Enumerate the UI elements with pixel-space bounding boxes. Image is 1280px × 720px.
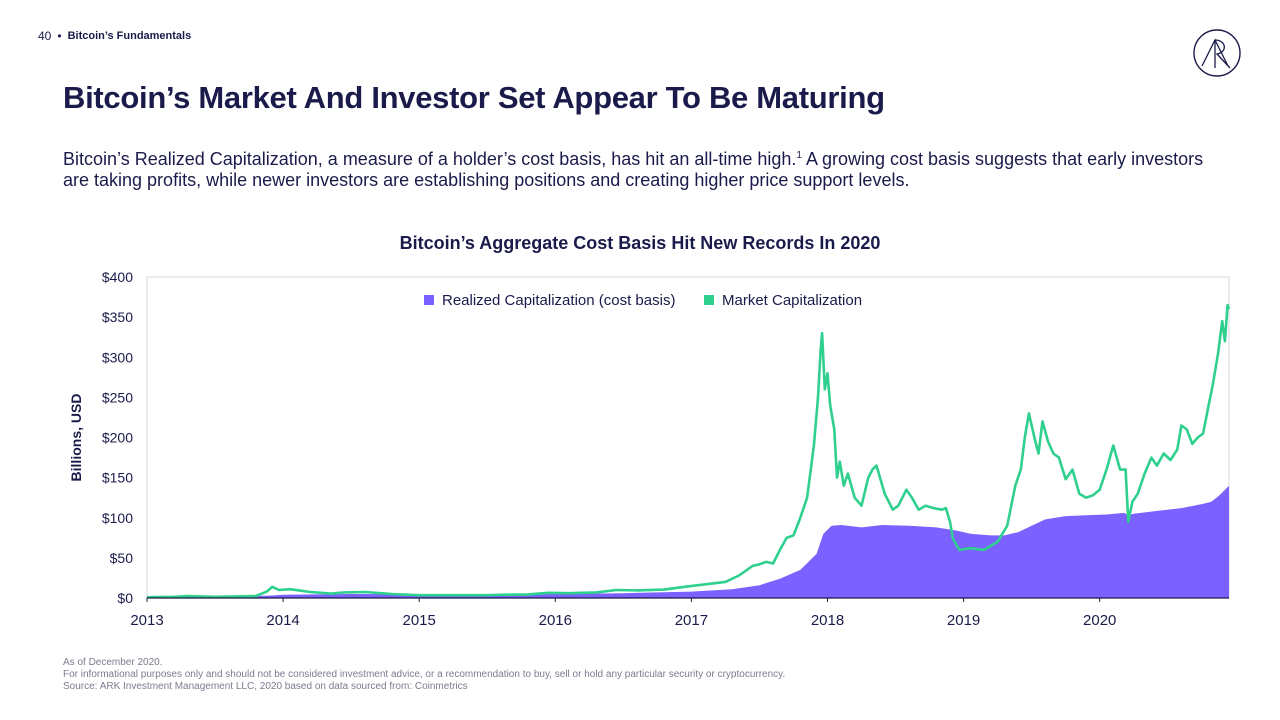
legend-swatch bbox=[704, 295, 714, 305]
x-tick-label: 2013 bbox=[130, 612, 163, 629]
series-area-realized-cap bbox=[147, 485, 1229, 598]
y-tick-label: $200 bbox=[102, 430, 133, 446]
x-tick-label: 2014 bbox=[266, 612, 299, 629]
legend-label: Realized Capitalization (cost basis) bbox=[442, 292, 675, 309]
legend-swatch bbox=[424, 295, 434, 305]
cost-basis-chart: $0 $50 $100 $150 $200 $250 $300 $350 $400 2013 201… bbox=[68, 269, 1231, 629]
x-tick-label: 2018 bbox=[811, 612, 844, 629]
x-tick-label: 2015 bbox=[403, 612, 436, 629]
series-line-market-cap bbox=[146, 303, 1231, 599]
page-number: 40 bbox=[38, 29, 52, 43]
chart-title: Bitcoin’s Aggregate Cost Basis Hit New R… bbox=[399, 233, 881, 253]
footnote-as-of: As of December 2020. bbox=[63, 657, 163, 668]
legend-label: Market Capitalization bbox=[722, 292, 862, 309]
description-text-before: Bitcoin’s Realized Capitalization, a mea… bbox=[63, 149, 797, 169]
page-description: Bitcoin’s Realized Capitalization, a mea… bbox=[63, 145, 1233, 191]
x-tick-label: 2019 bbox=[947, 612, 980, 629]
footnotes: As of December 2020. For informational p… bbox=[63, 657, 785, 693]
page-title: Bitcoin’s Market And Investor Set Appear… bbox=[63, 80, 885, 115]
ark-logo-icon bbox=[1193, 29, 1241, 77]
y-tick-label: $300 bbox=[102, 349, 133, 365]
y-tick-label: $50 bbox=[110, 550, 134, 566]
y-tick-label: $400 bbox=[102, 269, 133, 285]
footnote-marker: 1 bbox=[796, 150, 802, 161]
section-name: Bitcoin’s Fundamentals bbox=[67, 30, 192, 42]
x-tick-label: 2016 bbox=[539, 612, 572, 629]
footnote-source: Source: ARK Investment Management LLC, 2… bbox=[63, 681, 468, 692]
y-tick-label: $250 bbox=[102, 389, 133, 405]
y-tick-label: $150 bbox=[102, 470, 133, 486]
y-tick-label: $350 bbox=[102, 309, 133, 325]
header-separator: • bbox=[57, 29, 62, 43]
y-tick-label: $100 bbox=[102, 510, 133, 526]
x-tick-label: 2017 bbox=[675, 612, 708, 629]
page-header: 40 • Bitcoin’s Fundamentals bbox=[38, 29, 191, 43]
y-axis-label: Billions, USD bbox=[68, 394, 84, 482]
y-tick-label: $0 bbox=[117, 590, 133, 606]
description-text-after: A growing cost basis suggests that early… bbox=[63, 149, 1204, 190]
x-tick-label: 2020 bbox=[1083, 612, 1116, 629]
footnote-disclaimer: For informational purposes only and shou… bbox=[63, 669, 786, 680]
